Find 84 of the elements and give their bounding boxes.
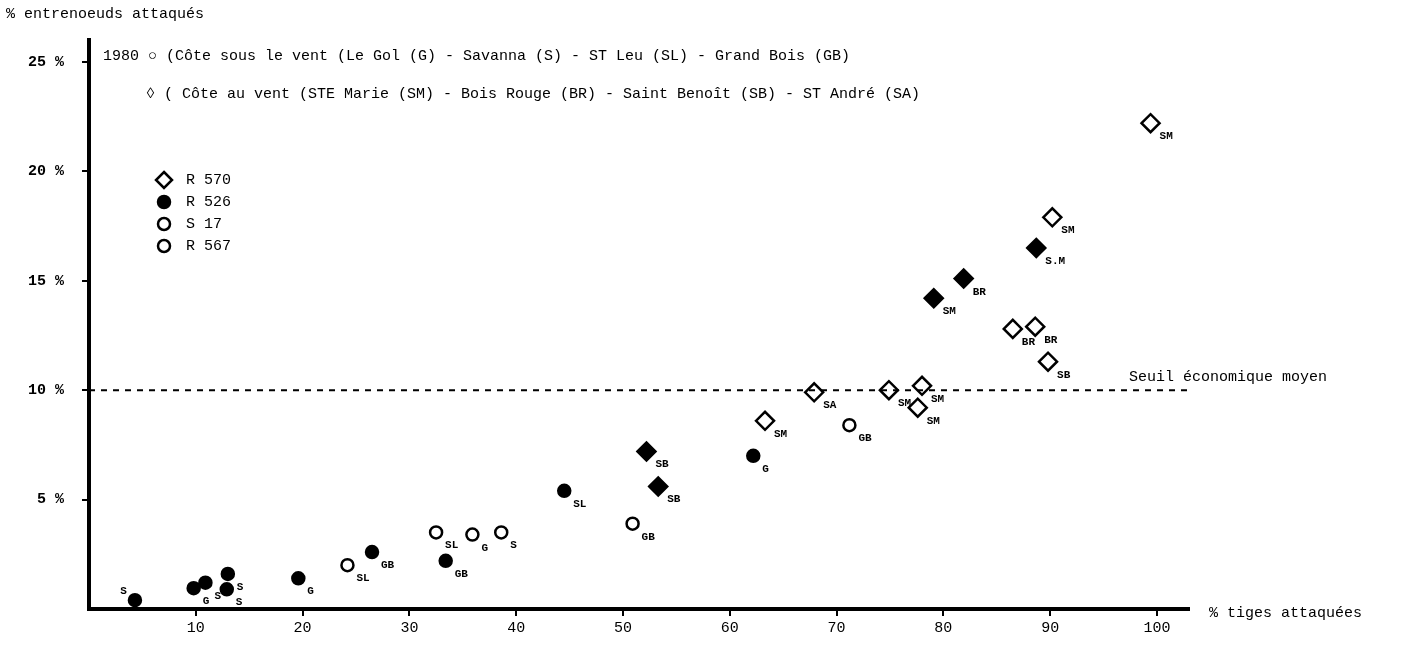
annotation: GB [858,432,872,445]
annotation: GB [381,559,395,572]
annotation: S [235,596,243,609]
x-tick-label: 10 [186,619,205,637]
annotation: SL [445,539,459,552]
annotation: SL [356,572,371,585]
point [557,483,572,499]
x-tick-label: 30 [400,619,419,637]
point [219,582,235,597]
point [803,382,825,403]
point [340,557,355,573]
annotation: BR [1044,333,1058,346]
x-tick-label: 100 [1143,619,1171,637]
annotation: SM [942,305,957,318]
annotation: G [202,595,210,608]
point [1140,112,1161,134]
annotation: 1980 ○ (Côte sous le vent (Le Gol (G) - Savanna (S) - ST Leu (SL) - Grand Bois (GB) [103,48,851,65]
annotation: GB [641,530,656,543]
annotation: G [307,585,315,598]
legend-label: R 570 [186,171,232,189]
x-tick-label: 20 [293,619,312,637]
annotation: S [214,589,222,602]
point [953,268,974,289]
point [220,566,236,582]
annotation: BR [972,285,987,298]
point [364,544,380,560]
x-tick-label: 60 [720,619,739,637]
annotation: ◊ ( Côte au vent (STE Marie (SM) - Bois Rouge (BR) - Saint Benoît (SB) - ST André (SA) [146,86,921,103]
y-tick-label: 10 % [27,381,65,399]
point [842,417,857,433]
point [1024,316,1046,337]
x-tick-label: 70 [827,619,846,637]
point [1002,318,1024,340]
point [923,287,945,309]
point [428,525,444,540]
point [1042,207,1063,228]
annotation: SM [1061,224,1075,237]
annotation: S.M [1045,254,1066,267]
annotation: S [120,585,128,598]
point [625,516,640,531]
y-tick-label: 25 % [27,53,65,71]
ref-line-label: Seuil économique moyen [1129,368,1328,386]
x-tick-label: 40 [507,619,526,637]
annotation: SM [897,397,912,410]
annotation: SM [1159,130,1174,143]
annotation: SB [667,493,681,506]
point [438,553,453,569]
annotation: G [481,541,489,554]
point [198,575,213,590]
point [911,375,933,397]
point [1037,351,1059,372]
y-tick-label: 5 % [36,491,65,509]
x-tick-label: 90 [1041,619,1060,637]
point [1026,237,1047,259]
point [291,571,306,586]
x-tick-label: 50 [613,619,632,637]
point [465,527,480,542]
annotation: SA [823,399,837,412]
annotation: SM [774,427,788,440]
x-tick-label: 80 [934,619,953,637]
legend-label: S 17 [186,215,223,233]
annotation: G [762,462,770,475]
annotation: S [236,580,244,593]
annotation: SB [655,458,670,471]
annotation: S [510,539,518,552]
annotation: SL [573,497,587,510]
y-tick-label: 20 % [27,163,65,181]
point [636,441,657,462]
annotation: GB [454,567,469,580]
point [647,476,669,497]
x-axis-title: % tiges attaquées [1209,604,1363,622]
point [186,580,201,596]
point [493,525,509,540]
y-tick-label: 15 % [27,272,65,290]
annotation: SM [926,414,941,427]
point [127,593,143,608]
point [754,410,776,432]
point [746,448,761,464]
annotation: BR [1021,335,1036,348]
annotation: SB [1057,368,1071,381]
annotation: SM [931,392,945,405]
legend-label: R 526 [186,193,232,211]
y-axis-title: % entrenoeuds attaqués [6,6,205,23]
legend-label: R 567 [186,237,232,255]
